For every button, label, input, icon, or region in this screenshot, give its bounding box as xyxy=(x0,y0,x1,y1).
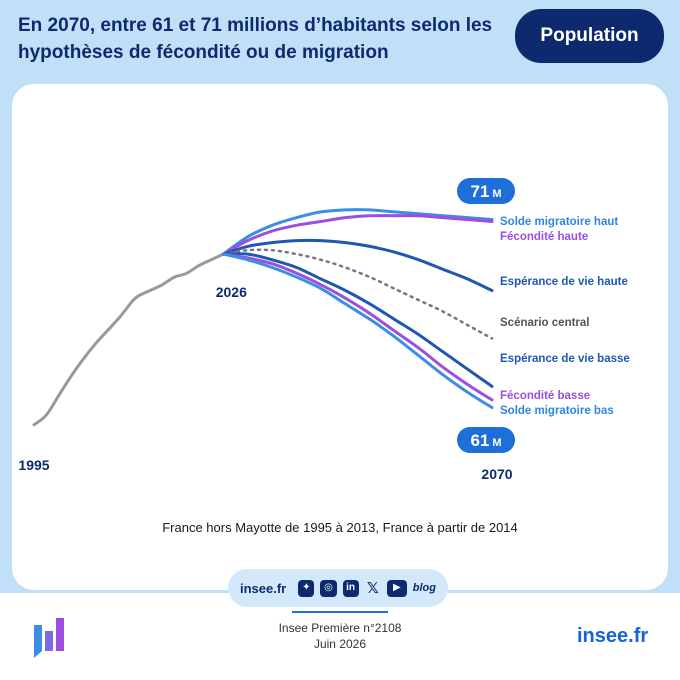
series-label-solde-migratoire-haut: Solde migratoire haut xyxy=(500,216,618,228)
series-line-fecondite-basse xyxy=(221,252,494,402)
publication-divider xyxy=(292,611,388,613)
series-label-esperance-de-vie-basse: Espérance de vie basse xyxy=(500,353,630,365)
series-line-fecondite-haute xyxy=(221,214,494,256)
chart-note: France hors Mayotte de 1995 à 2013, Fran… xyxy=(162,520,518,535)
series-line-esperance-de-vie-basse xyxy=(221,252,494,388)
bluesky-icon[interactable]: ✦ xyxy=(298,579,315,597)
footer xyxy=(0,593,680,680)
series-label-solde-migratoire-bas: Solde migratoire bas xyxy=(500,405,614,417)
social-site-link[interactable]: insee.fr xyxy=(240,580,287,596)
publication-number: Insee Première n°2108 xyxy=(278,621,402,635)
series-label-fecondite-basse: Fécondité basse xyxy=(500,390,590,402)
publication-info: Insee Première n°2108 Juin 2026 xyxy=(240,620,440,652)
max-value-badge: 71 M xyxy=(457,178,515,204)
series-label-scenario-central: Scénario central xyxy=(500,317,589,329)
chart-card: 71 M 61 M Solde migratoire haut Fécondité ha… xyxy=(12,84,668,590)
topic-badge: Population xyxy=(515,9,664,63)
x-label-end: 2070 xyxy=(481,466,512,482)
x-label-mid: 2026 xyxy=(216,284,247,300)
x-icon[interactable]: 𝕏 xyxy=(366,579,379,597)
series-line-esperance-de-vie-haute xyxy=(221,238,494,292)
insee-logo-icon[interactable] xyxy=(32,616,72,658)
x-label-start: 1995 xyxy=(18,457,49,473)
min-value-badge-text: 61 M xyxy=(470,431,501,450)
series-line-scenario-central xyxy=(222,248,494,340)
min-value-badge-bg xyxy=(457,427,515,453)
series-label-esperance-de-vie-haute: Espérance de vie haute xyxy=(500,276,628,288)
insee-logo-text[interactable]: insee.fr xyxy=(577,625,649,647)
linkedin-icon[interactable]: in xyxy=(342,579,359,597)
youtube-icon[interactable]: ▶ xyxy=(386,579,407,597)
instagram-icon[interactable]: ◎ xyxy=(320,579,337,597)
series-label-fecondite-haute: Fécondité haute xyxy=(500,231,588,243)
social-bar: insee.fr ✦ ◎ in 𝕏 ▶ blog xyxy=(228,569,448,607)
min-value-badge: 61 M xyxy=(457,427,515,453)
series-line-solde-migratoire-bas xyxy=(221,252,494,409)
blog-icon[interactable]: blog xyxy=(412,582,436,594)
series-line-solde-migratoire-haut xyxy=(221,208,494,256)
max-value-badge-bg xyxy=(457,178,515,204)
chart-title: En 2070, entre 61 et 71 millions d’habit… xyxy=(18,15,493,63)
population-chart: 71 M 61 M Solde migratoire haut Fécondité ha… xyxy=(18,178,630,482)
publication-date: Juin 2026 xyxy=(313,637,367,651)
max-value-badge-text: 71 M xyxy=(470,182,501,201)
historical-line xyxy=(32,252,225,427)
